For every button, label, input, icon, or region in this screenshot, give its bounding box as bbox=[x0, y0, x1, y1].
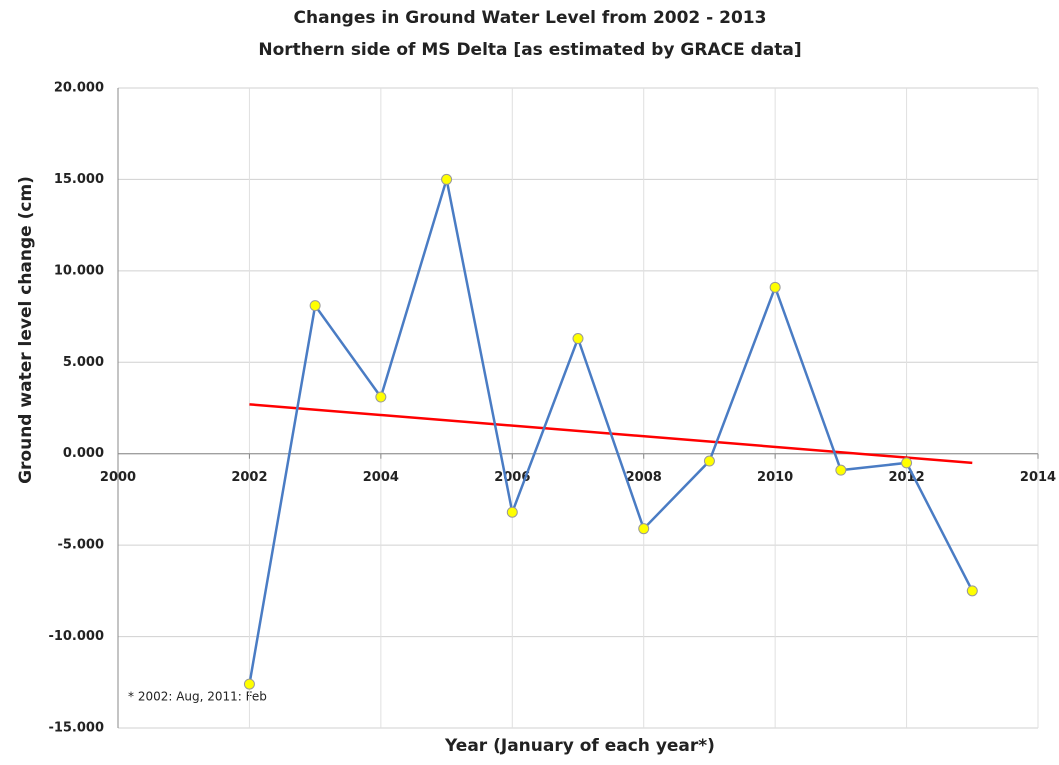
marker bbox=[309, 300, 321, 312]
x-tick-label: 2010 bbox=[757, 470, 793, 485]
x-axis-title: Year (January of each year*) bbox=[444, 736, 715, 756]
line bbox=[248, 179, 974, 685]
marker bbox=[441, 173, 453, 185]
marker bbox=[769, 281, 781, 293]
marker bbox=[966, 585, 978, 597]
y-tick-label: 15.000 bbox=[54, 172, 104, 187]
marker bbox=[638, 523, 650, 535]
chart-subtitle: Northern side of MS Delta [as estimated … bbox=[258, 40, 801, 60]
marker bbox=[572, 333, 584, 345]
marker bbox=[835, 464, 847, 476]
y-tick-label: 20.000 bbox=[54, 81, 104, 96]
x-tick-label: 2006 bbox=[494, 470, 530, 485]
x-tick-label: 2008 bbox=[626, 470, 662, 485]
marker bbox=[703, 455, 715, 467]
y-tick-label: -10.000 bbox=[48, 629, 104, 644]
y-tick-label: 0.000 bbox=[63, 446, 104, 461]
chart-title: Changes in Ground Water Level from 2002 … bbox=[294, 8, 767, 28]
y-tick-label: 5.000 bbox=[63, 355, 104, 370]
y-axis-title: Ground water level change (cm) bbox=[16, 176, 36, 484]
x-tick-label: 2012 bbox=[888, 470, 924, 485]
marker bbox=[243, 678, 255, 690]
x-tick-label: 2014 bbox=[1020, 470, 1056, 485]
y-tick-label: -5.000 bbox=[57, 538, 104, 553]
x-tick-label: 2004 bbox=[363, 470, 399, 485]
x-tick-label: 2002 bbox=[231, 470, 267, 485]
annotation: * 2002: Aug, 2011: Feb bbox=[128, 690, 267, 704]
marker bbox=[375, 391, 387, 403]
y-tick-label: 10.000 bbox=[54, 263, 104, 278]
marker bbox=[901, 457, 913, 469]
y-tick-label: -15.000 bbox=[48, 721, 104, 736]
marker bbox=[506, 506, 518, 518]
